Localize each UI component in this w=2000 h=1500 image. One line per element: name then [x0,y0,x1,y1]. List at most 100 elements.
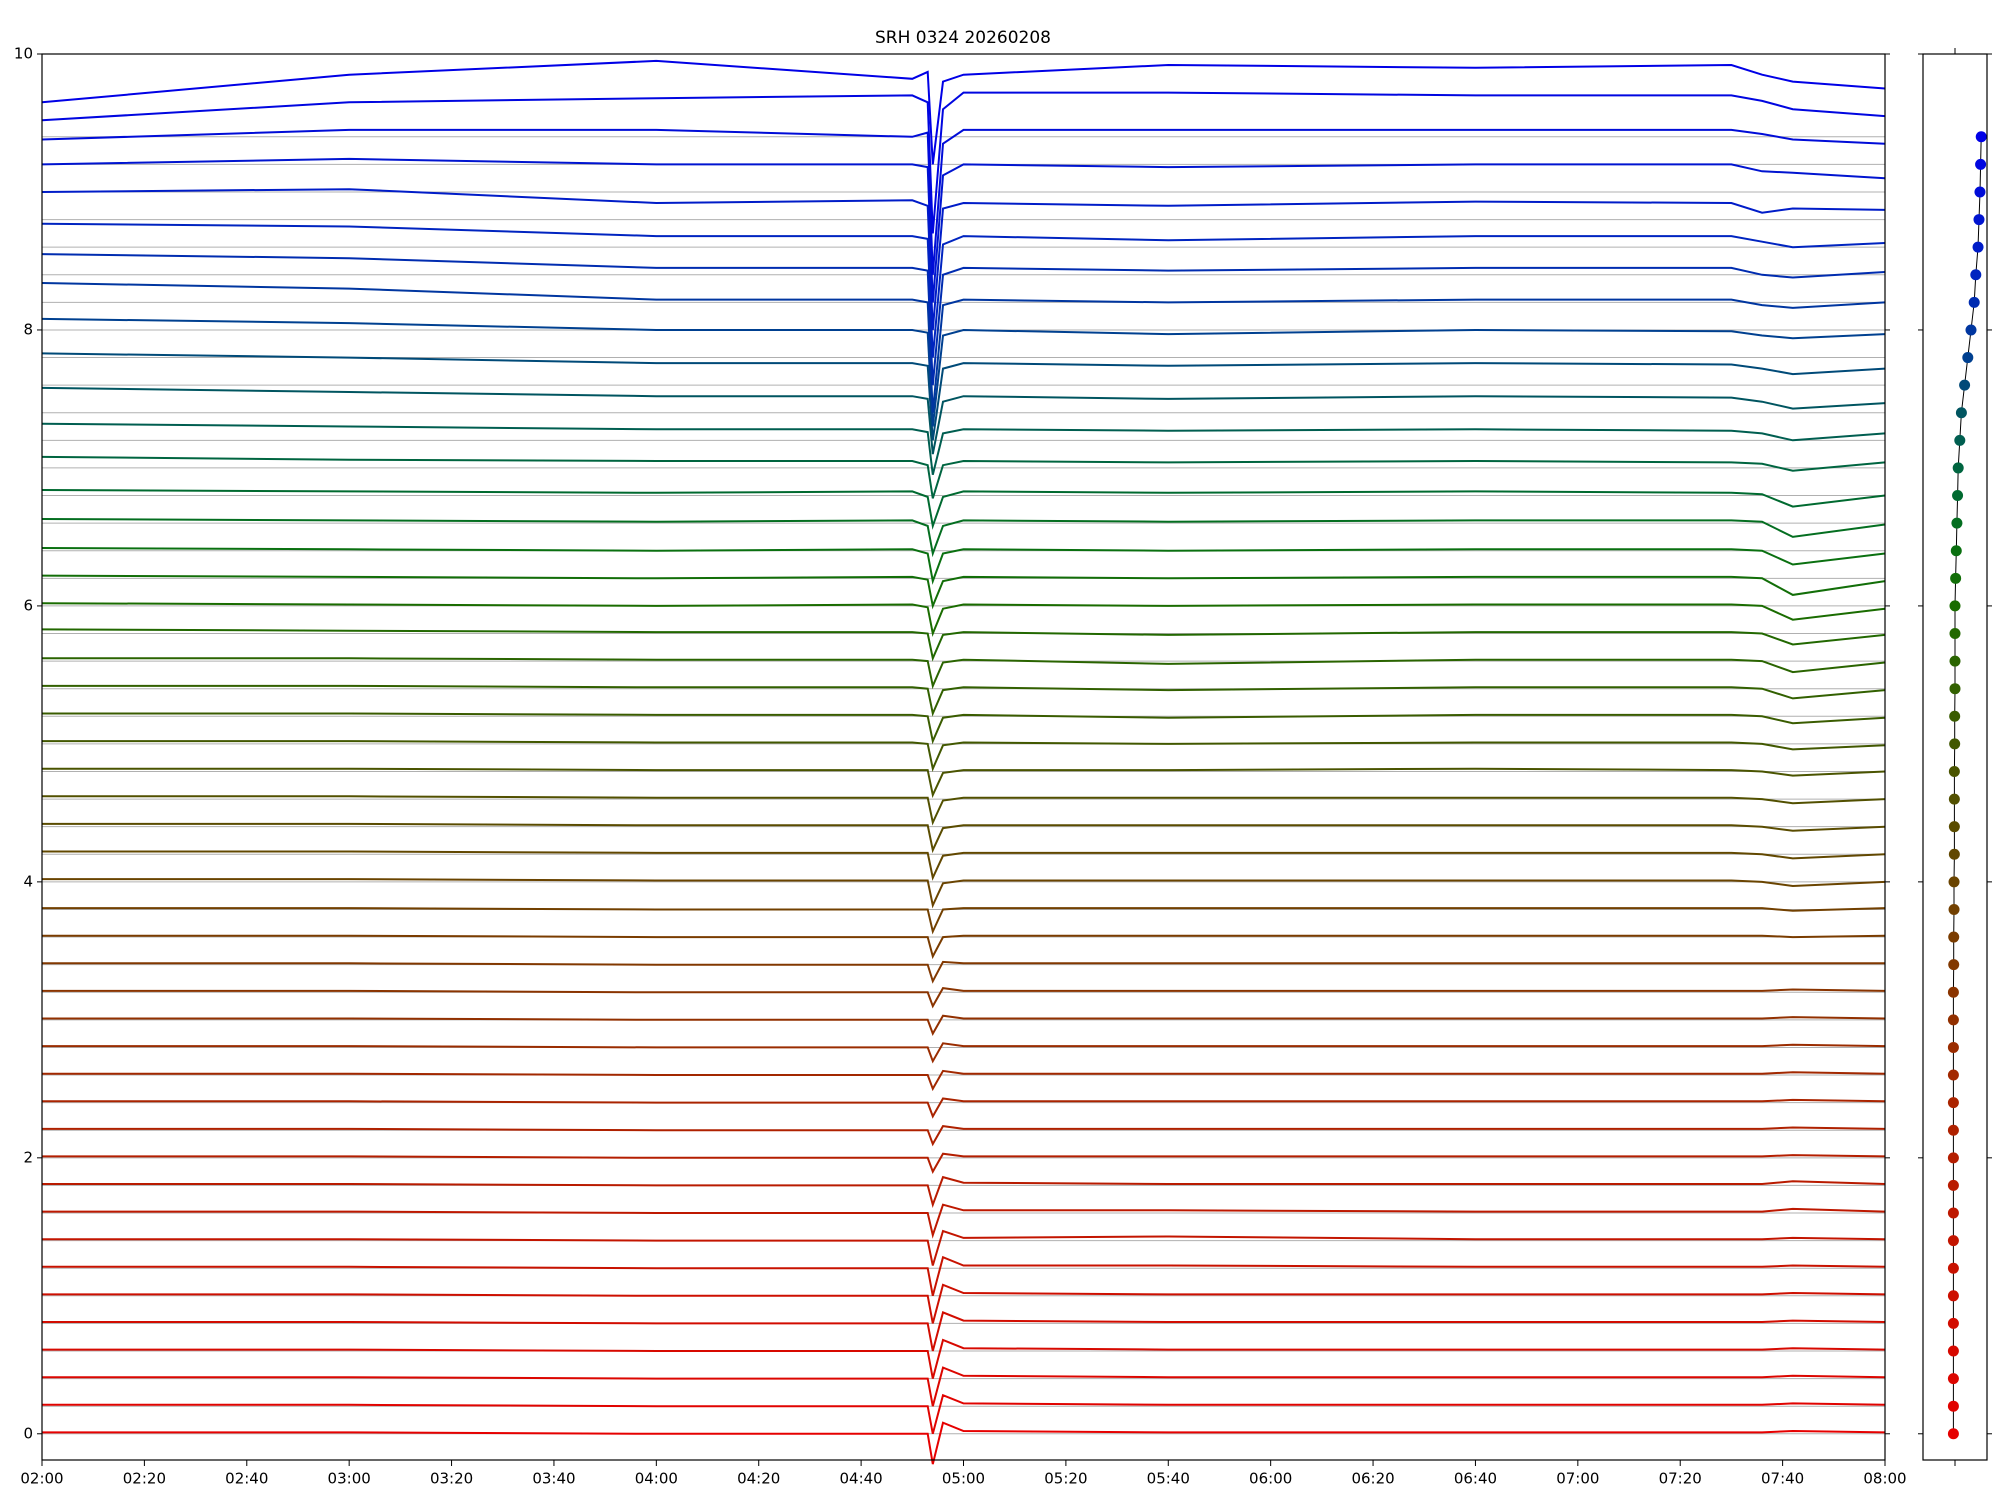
side-dot [1947,1400,1959,1412]
x-tick-label: 07:40 [1761,1470,1804,1488]
series-line [42,712,1886,745]
y-tick-label: 2 [23,1148,33,1166]
series-line [42,1421,1886,1465]
series-line [41,253,1886,386]
series-line [42,1229,1886,1266]
series-line [42,1255,1886,1297]
series-line [41,282,1886,413]
series-line [41,422,1886,476]
side-dot [1959,379,1971,391]
side-dot [1949,600,1961,612]
y-tick-label: 0 [23,1424,33,1442]
side-dot [1954,434,1966,446]
side-dot [1968,296,1980,308]
series-line [41,352,1886,441]
series-line [42,1283,1886,1324]
x-tick-label: 04:20 [737,1470,780,1488]
x-tick-label: 02:00 [20,1470,63,1488]
series-line [42,795,1886,826]
x-tick-label: 03:00 [328,1470,371,1488]
series-line [42,987,1886,1009]
side-dot [1947,1235,1959,1247]
x-tick-label: 04:00 [635,1470,678,1488]
side-dot [1947,1428,1959,1440]
series-line [41,91,1886,234]
side-dot [1948,821,1960,833]
side-dot [1970,269,1982,281]
side-dot [1949,710,1961,722]
side-dot [1955,407,1967,419]
series-line [41,157,1886,303]
x-tick-label: 05:00 [942,1470,985,1488]
side-dot [1975,158,1987,170]
series-line [42,850,1886,881]
side-dot [1947,1317,1959,1329]
x-tick-label: 07:20 [1659,1470,1702,1488]
side-dot [1948,848,1960,860]
series-line [42,1203,1886,1239]
series-line [41,455,1886,499]
x-tick-label: 06:00 [1249,1470,1292,1488]
side-dot [1949,683,1961,695]
side-dot [1965,324,1977,336]
x-tick-label: 05:40 [1147,1470,1190,1488]
side-dot [1948,793,1960,805]
y-tick-label: 8 [23,320,33,338]
series-line [42,934,1886,960]
side-dot [1975,131,1987,143]
side-dot [1951,517,1963,529]
series-line [42,822,1886,854]
series-line [42,1152,1886,1174]
series-line [42,1311,1886,1352]
x-tick-label: 07:00 [1556,1470,1599,1488]
series-line [41,188,1886,331]
side-dot [1950,572,1962,584]
series-line [42,1042,1886,1064]
series-line [42,1338,1886,1379]
chart-title: SRH 0324 20260208 [875,28,1051,48]
series-line [42,657,1886,690]
side-dot [1948,903,1960,915]
side-dot [1952,490,1964,502]
series-line [41,59,1886,165]
side-dot [1947,1069,1959,1081]
side-dot [1947,1014,1959,1026]
side-dot [1947,1124,1959,1136]
x-tick-label: 05:20 [1044,1470,1087,1488]
series-line [42,960,1885,984]
series-line [41,386,1886,455]
side-dot [1973,214,1985,226]
side-dot [1952,462,1964,474]
series-line [41,628,1886,662]
series-line [41,128,1886,275]
side-dot [1950,545,1962,557]
side-dot [1948,876,1960,888]
side-dot [1947,1345,1959,1357]
series-line [41,518,1886,558]
series-line [42,684,1886,717]
x-tick-label: 06:40 [1454,1470,1497,1488]
side-dot [1962,352,1974,364]
y-tick-label: 4 [23,872,33,890]
series-line [42,740,1886,772]
series-line [42,907,1886,935]
plot-frame [41,53,1886,1461]
y-tick-label: 10 [14,45,33,63]
series-line [42,1125,1886,1147]
series-line [42,1097,1886,1119]
series-line [42,767,1886,799]
series-line [41,574,1886,610]
x-tick-label: 03:40 [532,1470,575,1488]
side-dot [1947,1290,1959,1302]
series-line [41,602,1886,637]
series-line [41,489,1886,530]
side-dot [1949,738,1961,750]
series-line [42,1366,1886,1407]
side-dot [1947,1373,1959,1385]
side-dot [1947,1097,1959,1109]
x-tick-label: 06:20 [1351,1470,1394,1488]
series-line [41,547,1886,585]
side-dot [1947,1041,1959,1053]
side-dot [1972,241,1984,253]
